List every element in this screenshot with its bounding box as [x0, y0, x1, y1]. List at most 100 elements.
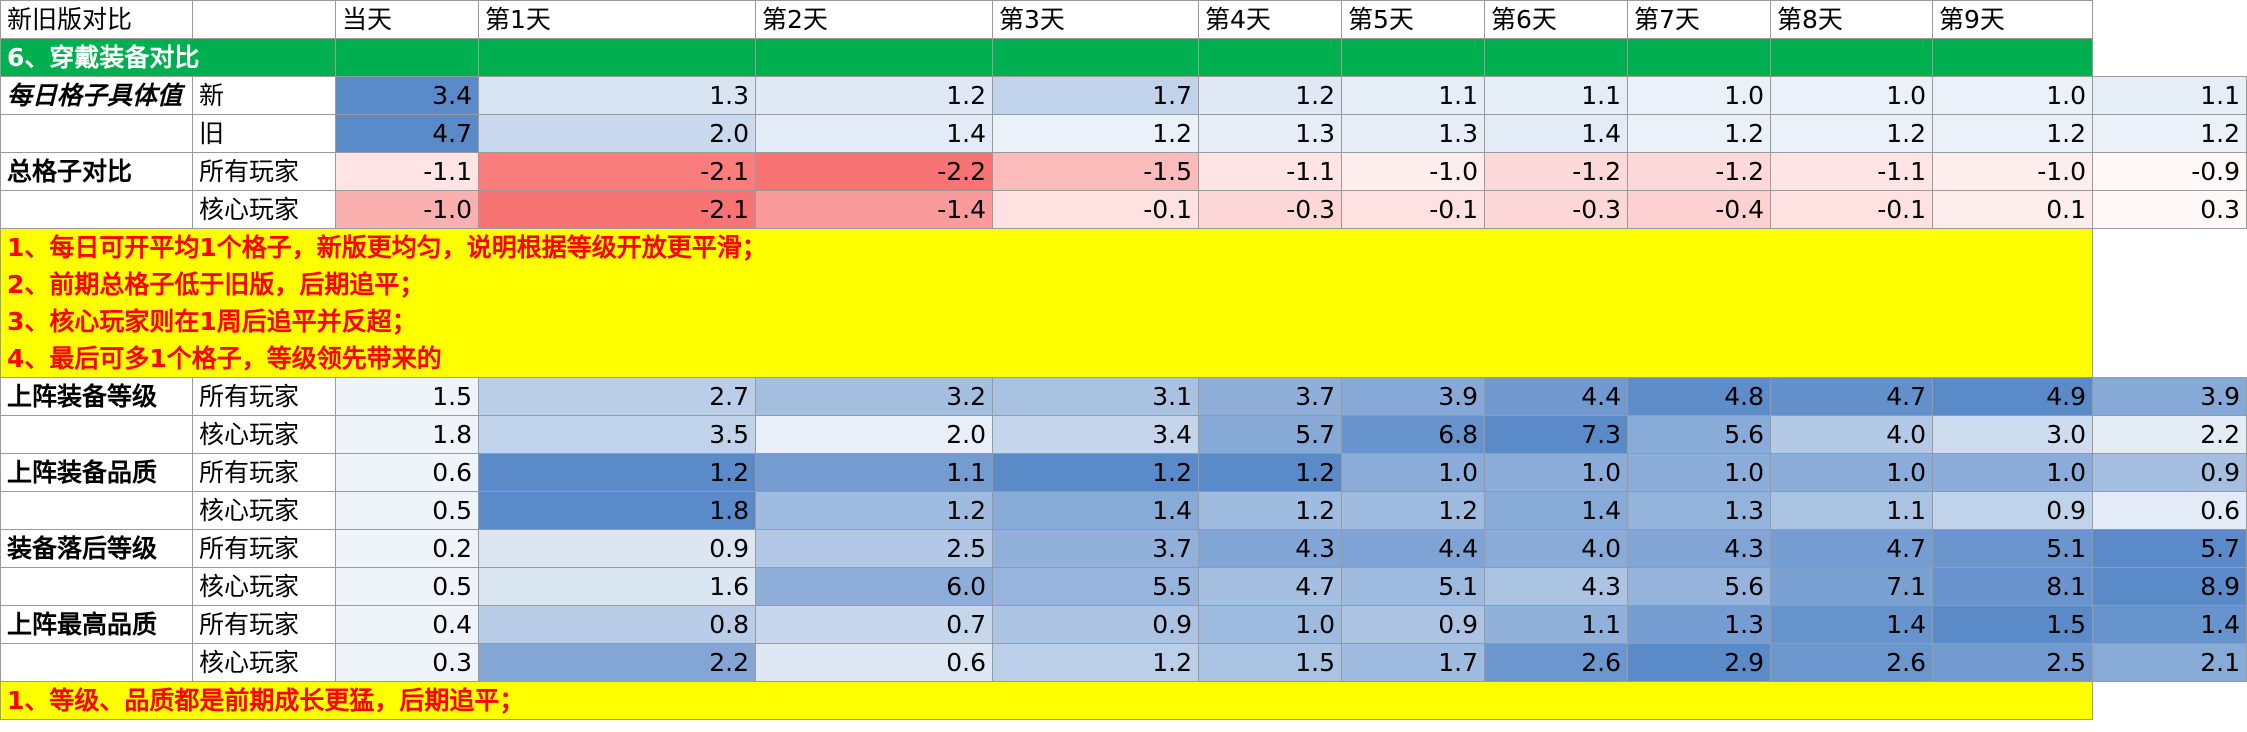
value-cell[interactable]: 2.9	[1627, 643, 1771, 682]
value-cell[interactable]: 8.1	[1932, 567, 2093, 606]
value-cell[interactable]: -0.1	[992, 190, 1199, 229]
value-cell[interactable]: 3.0	[1932, 415, 2093, 454]
value-cell[interactable]: 0.3	[2092, 190, 2247, 229]
value-cell[interactable]: 0.4	[335, 605, 479, 644]
value-cell[interactable]: -2.2	[755, 152, 993, 191]
sub-label-cell[interactable]: 核心玩家	[192, 491, 336, 530]
value-cell[interactable]: 0.3	[335, 643, 479, 682]
value-cell[interactable]: 1.2	[1198, 76, 1342, 115]
value-cell[interactable]: 2.2	[2092, 415, 2247, 454]
value-cell[interactable]: 3.7	[1198, 377, 1342, 416]
sub-header-blank-cell[interactable]	[192, 0, 336, 39]
value-cell[interactable]: 1.0	[1627, 76, 1771, 115]
value-cell[interactable]: 4.3	[1627, 529, 1771, 568]
value-cell[interactable]: 1.3	[1627, 491, 1771, 530]
value-cell[interactable]: 0.5	[335, 567, 479, 606]
value-cell[interactable]: 4.3	[1198, 529, 1342, 568]
section-fill-cell[interactable]	[992, 38, 1199, 77]
group-label-cell[interactable]: 上阵装备品质	[0, 453, 193, 492]
value-cell[interactable]: -1.2	[1484, 152, 1628, 191]
value-cell[interactable]: 1.6	[478, 567, 756, 606]
value-cell[interactable]: 2.2	[478, 643, 756, 682]
day-header-cell[interactable]: 第8天	[1770, 0, 1933, 39]
value-cell[interactable]: 8.9	[2092, 567, 2247, 606]
value-cell[interactable]: -1.2	[1627, 152, 1771, 191]
value-cell[interactable]: 1.3	[1198, 114, 1342, 153]
value-cell[interactable]: 1.0	[1932, 453, 2093, 492]
section-fill-cell[interactable]	[1484, 38, 1628, 77]
value-cell[interactable]: 1.7	[992, 76, 1199, 115]
value-cell[interactable]: 2.6	[1484, 643, 1628, 682]
section-fill-cell[interactable]	[1932, 38, 2093, 77]
value-cell[interactable]: 1.5	[1932, 605, 2093, 644]
value-cell[interactable]: 0.9	[2092, 453, 2247, 492]
sub-label-cell[interactable]: 核心玩家	[192, 190, 336, 229]
value-cell[interactable]: 0.6	[755, 643, 993, 682]
value-cell[interactable]: 2.0	[478, 114, 756, 153]
value-cell[interactable]: 3.1	[992, 377, 1199, 416]
value-cell[interactable]: -0.4	[1627, 190, 1771, 229]
value-cell[interactable]: 0.1	[1932, 190, 2093, 229]
value-cell[interactable]: 1.2	[992, 453, 1199, 492]
group-label-cell[interactable]	[0, 643, 193, 682]
value-cell[interactable]: 2.0	[755, 415, 993, 454]
value-cell[interactable]: 1.1	[1770, 491, 1933, 530]
value-cell[interactable]: 4.4	[1341, 529, 1485, 568]
day-header-cell[interactable]: 第9天	[1932, 0, 2093, 39]
sub-label-cell[interactable]: 新	[192, 76, 336, 115]
value-cell[interactable]: -0.3	[1484, 190, 1628, 229]
value-cell[interactable]: 1.7	[1341, 643, 1485, 682]
sub-label-cell[interactable]: 所有玩家	[192, 453, 336, 492]
value-cell[interactable]: -1.1	[335, 152, 479, 191]
day-header-cell[interactable]: 第4天	[1198, 0, 1342, 39]
value-cell[interactable]: 4.7	[1770, 377, 1933, 416]
value-cell[interactable]: -0.3	[1198, 190, 1342, 229]
value-cell[interactable]: 1.1	[1484, 605, 1628, 644]
day-header-cell[interactable]: 第6天	[1484, 0, 1628, 39]
sub-label-cell[interactable]: 核心玩家	[192, 643, 336, 682]
value-cell[interactable]: 1.4	[755, 114, 993, 153]
group-label-cell[interactable]: 每日格子具体值	[0, 76, 193, 115]
value-cell[interactable]: 1.2	[2092, 114, 2247, 153]
section-fill-cell[interactable]	[1627, 38, 1771, 77]
value-cell[interactable]: 4.0	[1770, 415, 1933, 454]
value-cell[interactable]: 3.7	[992, 529, 1199, 568]
value-cell[interactable]: -1.1	[1770, 152, 1933, 191]
sub-label-cell[interactable]: 核心玩家	[192, 415, 336, 454]
value-cell[interactable]: 1.0	[1484, 453, 1628, 492]
value-cell[interactable]: 1.2	[755, 491, 993, 530]
value-cell[interactable]: 6.8	[1341, 415, 1485, 454]
value-cell[interactable]: -0.9	[2092, 152, 2247, 191]
group-label-cell[interactable]	[0, 190, 193, 229]
note-cell[interactable]: 1、等级、品质都是前期成长更猛，后期追平；	[0, 681, 2093, 720]
value-cell[interactable]: 1.2	[1198, 491, 1342, 530]
value-cell[interactable]: 1.5	[1198, 643, 1342, 682]
value-cell[interactable]: -1.1	[1198, 152, 1342, 191]
value-cell[interactable]: -1.0	[1932, 152, 2093, 191]
value-cell[interactable]: 0.9	[478, 529, 756, 568]
value-cell[interactable]: 0.9	[992, 605, 1199, 644]
value-cell[interactable]: 4.3	[1484, 567, 1628, 606]
value-cell[interactable]: 1.4	[1484, 114, 1628, 153]
day-header-cell[interactable]: 第7天	[1627, 0, 1771, 39]
value-cell[interactable]: -2.1	[478, 152, 756, 191]
group-label-cell[interactable]: 总格子对比	[0, 152, 193, 191]
value-cell[interactable]: 1.8	[478, 491, 756, 530]
value-cell[interactable]: 1.4	[2092, 605, 2247, 644]
value-cell[interactable]: -0.1	[1770, 190, 1933, 229]
value-cell[interactable]: 0.5	[335, 491, 479, 530]
value-cell[interactable]: 6.0	[755, 567, 993, 606]
value-cell[interactable]: -1.4	[755, 190, 993, 229]
value-cell[interactable]: 1.1	[1484, 76, 1628, 115]
value-cell[interactable]: 1.4	[1770, 605, 1933, 644]
value-cell[interactable]: 0.8	[478, 605, 756, 644]
value-cell[interactable]: 0.7	[755, 605, 993, 644]
day-header-cell[interactable]: 第2天	[755, 0, 993, 39]
value-cell[interactable]: 0.9	[1341, 605, 1485, 644]
note-cell[interactable]: 1、每日可开平均1个格子，新版更均匀，说明根据等级开放更平滑；	[0, 228, 2093, 266]
value-cell[interactable]: 2.5	[1932, 643, 2093, 682]
value-cell[interactable]: 7.1	[1770, 567, 1933, 606]
value-cell[interactable]: 2.5	[755, 529, 993, 568]
value-cell[interactable]: 1.4	[1484, 491, 1628, 530]
group-label-cell[interactable]	[0, 114, 193, 153]
